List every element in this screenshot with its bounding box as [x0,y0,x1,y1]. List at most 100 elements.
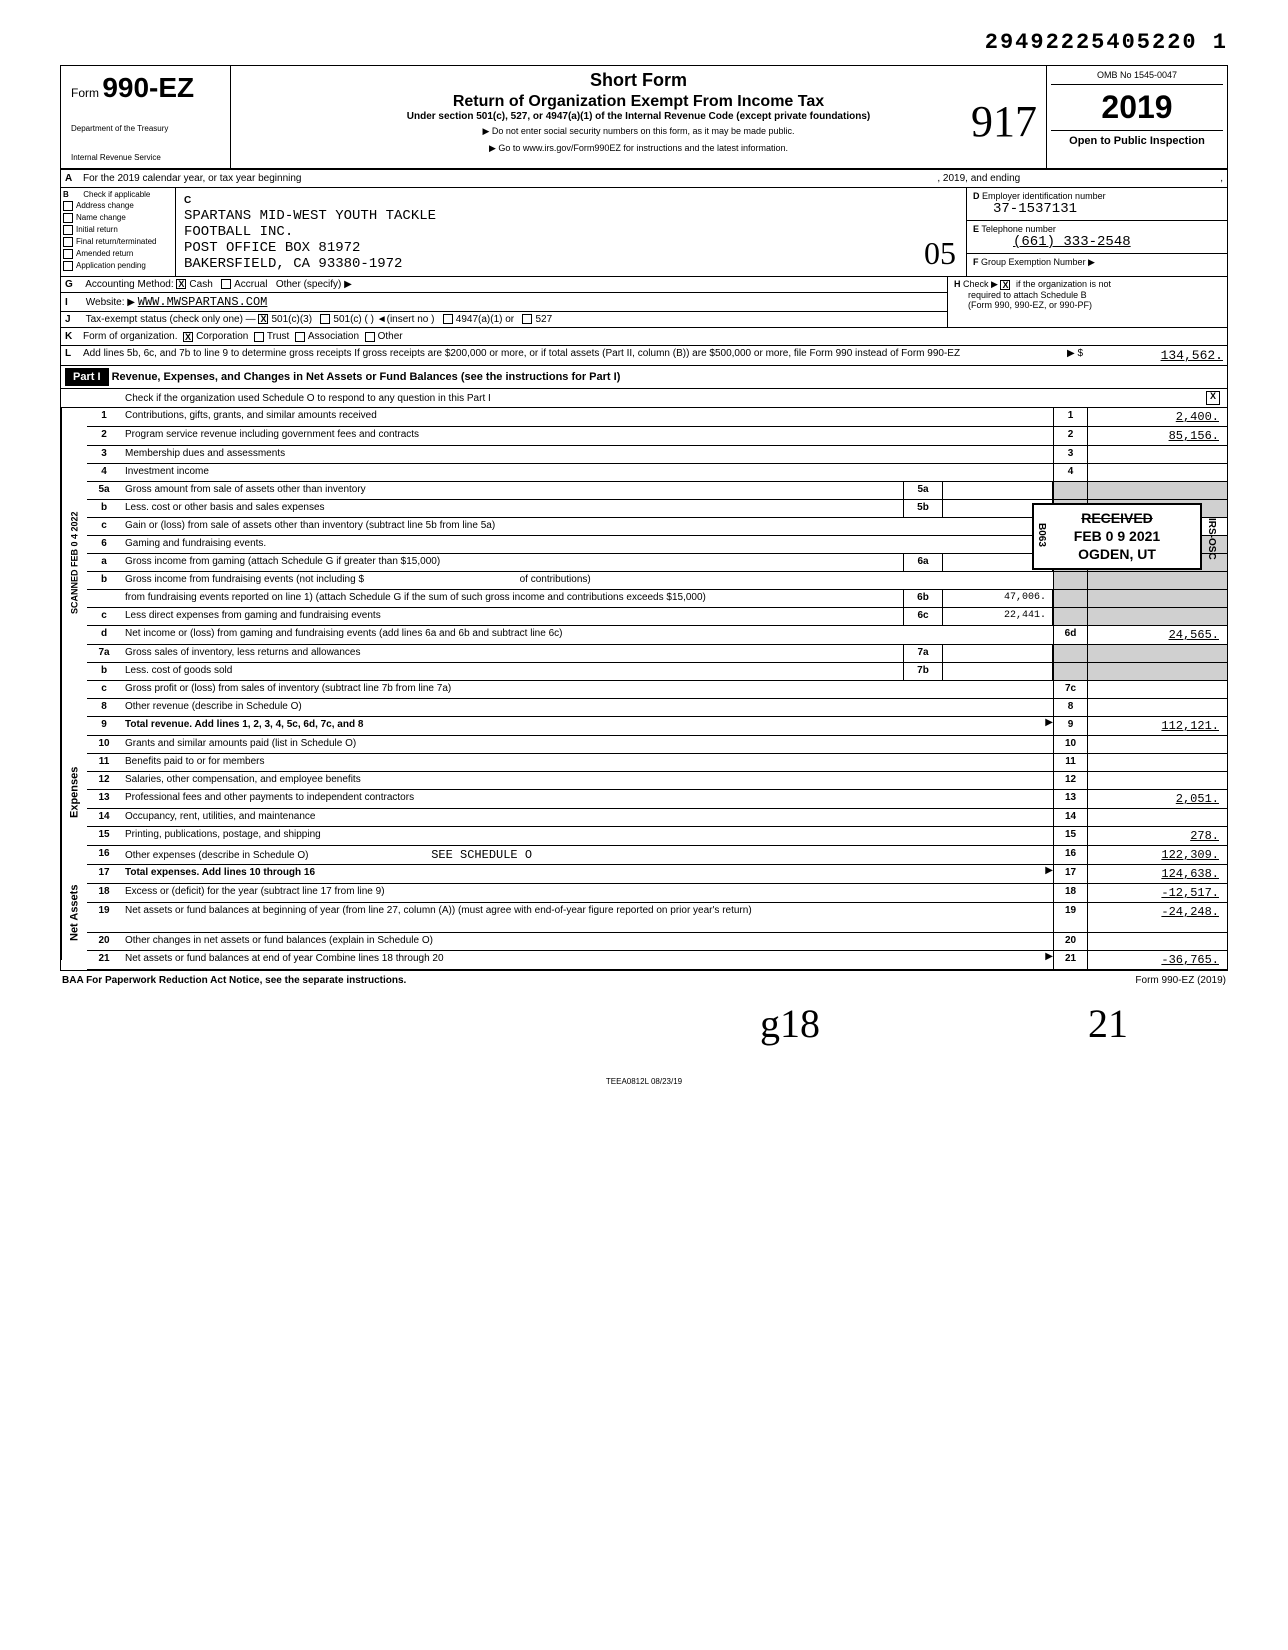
dept-treasury: Department of the Treasury [71,124,220,133]
ein-value: 37-1537131 [973,201,1077,217]
side-net-assets: Net Assets [61,866,87,960]
val-15: 278. [1087,827,1227,845]
rnum-19: 19 [1053,903,1087,932]
val-16: 122,309. [1087,846,1227,864]
val-7c [1087,681,1227,698]
row-9: 9 Total revenue. Add lines 1, 2, 3, 4, 5… [87,717,1227,736]
num-18: 18 [87,884,121,902]
checkbox-H[interactable]: X [1000,280,1010,290]
checkbox-corp[interactable]: X [183,332,193,342]
check-final[interactable]: Final return/terminated [63,237,173,247]
stamp-date: FEB 0 9 2021 [1044,527,1190,545]
footer-right: Form 990-EZ (2019) [1135,975,1226,986]
rnum-14: 14 [1053,809,1087,826]
subtitle: Under section 501(c), 527, or 4947(a)(1)… [239,111,1038,122]
row-4: 4 Investment income 4 [87,464,1227,482]
checkbox-trust[interactable] [254,332,264,342]
val-8 [1087,699,1227,716]
checkbox-cash[interactable]: X [176,279,186,289]
num-12: 12 [87,772,121,789]
val-5a [1087,482,1227,499]
desc-6a: Gross income from gaming (attach Schedul… [121,554,903,571]
checkbox-501c[interactable] [320,314,330,324]
num-1: 1 [87,408,121,426]
form-prefix: Form [71,86,99,100]
opt-4947: 4947(a)(1) or [456,314,514,325]
opt-cash: Cash [189,279,212,290]
checkbox-527[interactable] [522,314,532,324]
footer: BAA For Paperwork Reduction Act Notice, … [60,970,1228,990]
desc-5b: Less. cost or other basis and sales expe… [121,500,903,517]
org-addr-2: BAKERSFIELD, CA 93380-1972 [184,256,402,272]
cell-F: F Group Exemption Number ▶ [967,254,1227,271]
form-number-big: 990-EZ [102,72,194,103]
check-pending[interactable]: Application pending [63,261,173,271]
val-3 [1087,446,1227,463]
opt-other: Other (specify) ▶ [276,279,352,290]
num-6: 6 [87,536,121,553]
col-DEF: D Employer identification number 37-1537… [967,188,1227,276]
form-header: Form 990-EZ Department of the Treasury I… [60,65,1228,170]
rnum-5a [1053,482,1087,499]
form-number: Form 990-EZ [71,72,220,104]
val-6c [1087,608,1227,625]
val-1: 2,400. [1087,408,1227,426]
mval-5a [943,482,1053,499]
L-text: Add lines 5b, 6c, and 7b to line 9 to de… [83,348,1043,359]
row-7a: 7a Gross sales of inventory, less return… [87,645,1227,663]
row-6b1: b Gross income from fundraising events (… [87,572,1227,590]
handwritten-917: 917 [971,96,1037,147]
label-G: G [65,279,83,290]
mval-6b: 47,006. [943,590,1053,607]
checkbox-assoc[interactable] [295,332,305,342]
num-7c: c [87,681,121,698]
rnum-7b [1053,663,1087,680]
num-2: 2 [87,427,121,445]
num-5c: c [87,518,121,535]
val-14 [1087,809,1227,826]
part1-checkbox[interactable]: X [1206,391,1220,405]
check-name[interactable]: Name change [63,213,173,223]
row-19: 19 Net assets or fund balances at beginn… [87,903,1227,933]
desc-7c: Gross profit or (loss) from sales of inv… [121,681,1053,698]
line-L: L Add lines 5b, 6c, and 7b to line 9 to … [60,346,1228,366]
desc-12: Salaries, other compensation, and employ… [121,772,1053,789]
cell-E: E Telephone number (661) 333-2548 [967,221,1227,254]
num-20: 20 [87,933,121,950]
val-18: -12,517. [1087,884,1227,902]
label-H: H [954,279,961,289]
val-17: 124,638. [1087,865,1227,883]
checkbox-501c3[interactable]: X [258,314,268,324]
desc-16: Other expenses (describe in Schedule O) … [121,846,1053,864]
desc-14: Occupancy, rent, utilities, and maintena… [121,809,1053,826]
rnum-7c: 7c [1053,681,1087,698]
rnum-13: 13 [1053,790,1087,808]
check-address[interactable]: Address change [63,201,173,211]
line-K: K Form of organization. XCorporation Tru… [60,328,1228,346]
desc-5c: Gain or (loss) from sale of assets other… [121,518,1053,535]
desc-6b1: Gross income from fundraising events (no… [121,572,1053,589]
arrow-21: ▶ [1033,951,1053,969]
section-BCDEF: B Check if applicable Address change Nam… [60,188,1228,277]
val-2: 85,156. [1087,427,1227,445]
handwritten-bottom: g18 21 [60,990,1228,1047]
title-cell: Short Form Return of Organization Exempt… [231,66,1047,168]
num-10: 10 [87,736,121,753]
open-public: Open to Public Inspection [1051,131,1223,147]
checkbox-other[interactable] [365,332,375,342]
check-amended[interactable]: Amended return [63,249,173,259]
check-initial[interactable]: Initial return [63,225,173,235]
label-I: I [65,297,83,308]
row-18: 18 Excess or (deficit) for the year (sub… [87,884,1227,903]
stamp-code: B063 [1036,523,1047,547]
label-F: F [973,257,979,267]
checkbox-4947[interactable] [443,314,453,324]
desc-6b2: from fundraising events reported on line… [121,590,903,607]
num-6a: a [87,554,121,571]
checkbox-accrual[interactable] [221,279,231,289]
I-text: Website: ▶ [86,297,135,308]
num-6b1: b [87,572,121,589]
phone-value: (661) 333-2548 [973,234,1131,250]
opt-accrual: Accrual [234,279,267,290]
row-3: 3 Membership dues and assessments 3 [87,446,1227,464]
